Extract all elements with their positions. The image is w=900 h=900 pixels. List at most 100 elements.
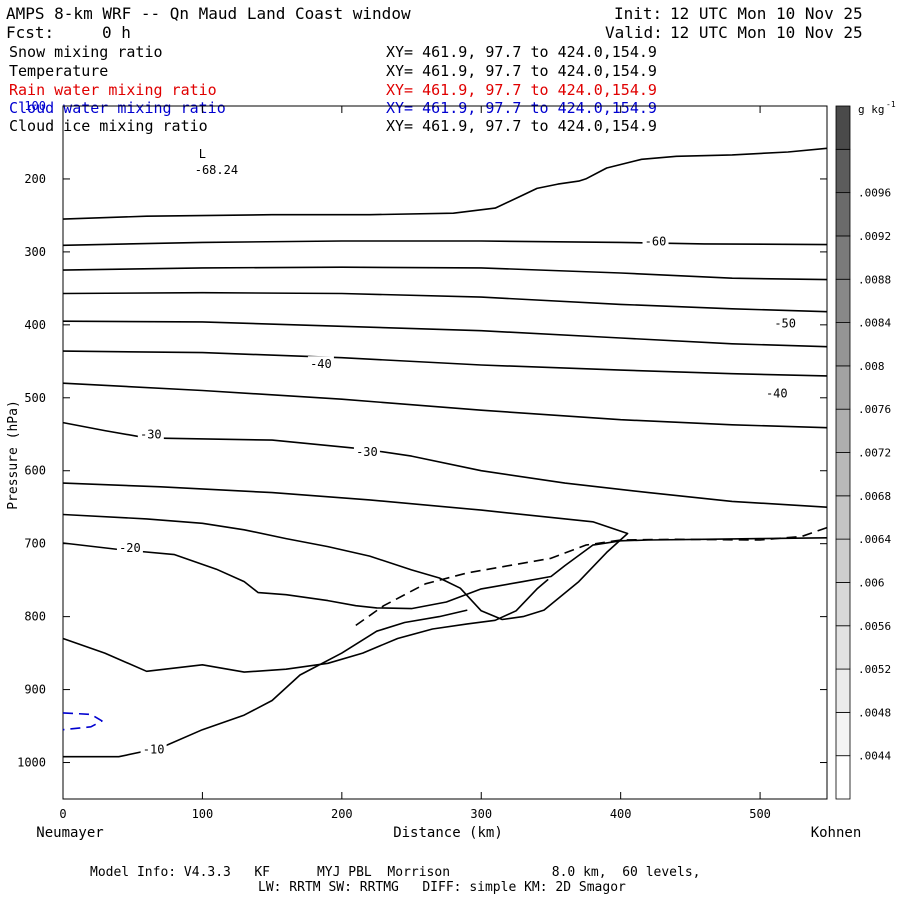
left-endpoint-label: Neumayer [36, 825, 103, 841]
colorbar-swatch [835, 668, 851, 713]
series-line [62, 421, 828, 508]
chart-title: AMPS 8-km WRF -- Qn Maud Land Coast wind… [6, 4, 411, 23]
colorbar-swatch [835, 105, 851, 150]
contour-label: -60 [645, 235, 667, 249]
valid-label: Valid: [605, 23, 663, 42]
colorbar-swatch [835, 755, 851, 800]
colorbar-swatch [835, 278, 851, 323]
colorbar-swatch [835, 235, 851, 280]
init-value: 12 UTC Mon 10 Nov 25 [670, 4, 863, 23]
series-line [62, 266, 828, 281]
x-axis-label: Distance (km) [393, 825, 503, 841]
right-endpoint-label: Kohnen [811, 825, 862, 841]
colorbar-level-label: .0048 [858, 706, 891, 719]
colorbar-unit: g kg [858, 103, 885, 116]
init-label: Init: [614, 4, 663, 23]
colorbar-level-label: .0088 [858, 273, 891, 286]
contour-label: -40 [310, 357, 332, 371]
colorbar-level-label: .0068 [858, 490, 891, 503]
y-tick-label: 600 [24, 464, 46, 478]
y-tick-label: 500 [24, 391, 46, 405]
colorbar-swatch [835, 192, 851, 237]
contour-label-bg [137, 426, 164, 441]
model-info-line2: LW: RRTM SW: RRTMG DIFF: simple KM: 2D S… [258, 880, 626, 895]
colorbar-level-label: .0072 [858, 447, 891, 460]
series-line [62, 537, 828, 610]
field-xy: XY= 461.9, 97.7 to 424.0,154.9 [386, 117, 657, 135]
x-tick-label: 400 [610, 807, 632, 821]
colorbar-level-label: .0096 [858, 187, 891, 200]
colorbar-level-label: .0056 [858, 620, 891, 633]
colorbar-swatch [835, 625, 851, 670]
y-tick-label: 400 [24, 318, 46, 332]
contour-label-bg [642, 233, 669, 248]
series-line [62, 147, 828, 220]
colorbar-level-label: .0076 [858, 403, 891, 416]
y-tick-label: 800 [24, 610, 46, 624]
colorbar-swatch [835, 452, 851, 497]
colorbar-level-label: .006 [858, 576, 885, 589]
field-xy: XY= 461.9, 97.7 to 424.0,154.9 [386, 99, 657, 117]
colorbar-level-label: .0044 [858, 750, 891, 763]
colorbar-level-label: .008 [858, 360, 885, 373]
colorbar-level-label: .0084 [858, 317, 891, 330]
colorbar-swatch [835, 538, 851, 583]
x-tick-label: 100 [192, 807, 214, 821]
low-marker-letter: L [199, 147, 206, 161]
contour-label-bg [140, 741, 167, 756]
contour-label-bg [763, 385, 790, 400]
contour-label: -20 [119, 541, 141, 555]
series-line [62, 320, 828, 348]
contour-label-bg [307, 356, 334, 371]
series-line [62, 712, 103, 731]
field-name: Rain water mixing ratio [9, 81, 217, 99]
contour-label: -30 [356, 445, 378, 459]
field-name: Snow mixing ratio [9, 43, 163, 61]
contour-label-bg [772, 315, 799, 330]
colorbar-swatch [835, 582, 851, 627]
x-tick-label: 0 [59, 807, 66, 821]
y-tick-label: 900 [24, 683, 46, 697]
x-tick-label: 300 [470, 807, 492, 821]
field-xy: XY= 461.9, 97.7 to 424.0,154.9 [386, 62, 657, 80]
series-line [62, 350, 828, 377]
fcst-value: 0 h [102, 23, 131, 42]
field-name: Temperature [9, 62, 109, 80]
y-tick-label: 700 [24, 537, 46, 551]
series-line [63, 609, 468, 758]
y-axis-label: Pressure (hPa) [6, 400, 21, 510]
contour-label: -50 [774, 316, 796, 330]
series-line [62, 578, 549, 673]
colorbar-swatch [835, 365, 851, 410]
valid-value: 12 UTC Mon 10 Nov 25 [670, 23, 863, 42]
y-tick-label: 200 [24, 172, 46, 186]
colorbar-swatch [835, 711, 851, 757]
series-line [62, 291, 828, 313]
colorbar-level-label: .0052 [858, 663, 891, 676]
contour-label-bg [353, 443, 380, 458]
contour-label: -10 [143, 742, 165, 756]
series-line [62, 240, 828, 247]
y-tick-label: 1000 [17, 756, 46, 770]
y-tick-label: 100 [24, 99, 46, 113]
colorbar-swatch [835, 148, 851, 194]
plot-frame [62, 105, 828, 800]
x-tick-label: 200 [331, 807, 353, 821]
contour-label: -30 [140, 427, 162, 441]
x-tick-label: 500 [749, 807, 771, 821]
contour-label-bg [116, 540, 143, 555]
field-xy: XY= 461.9, 97.7 to 424.0,154.9 [386, 43, 657, 61]
field-xy: XY= 461.9, 97.7 to 424.0,154.9 [386, 81, 657, 99]
contour-label: -40 [766, 386, 788, 400]
field-name: Cloud ice mixing ratio [9, 117, 208, 135]
series-line [62, 482, 629, 621]
y-tick-label: 300 [24, 245, 46, 259]
colorbar-unit-exponent: -1 [886, 100, 896, 109]
colorbar-level-label: .0092 [858, 230, 891, 243]
fcst-label: Fcst: [6, 23, 55, 42]
low-marker-value: -68.24 [195, 163, 238, 177]
series-line [62, 382, 828, 429]
colorbar-swatch [835, 408, 851, 453]
series-line [355, 526, 828, 627]
